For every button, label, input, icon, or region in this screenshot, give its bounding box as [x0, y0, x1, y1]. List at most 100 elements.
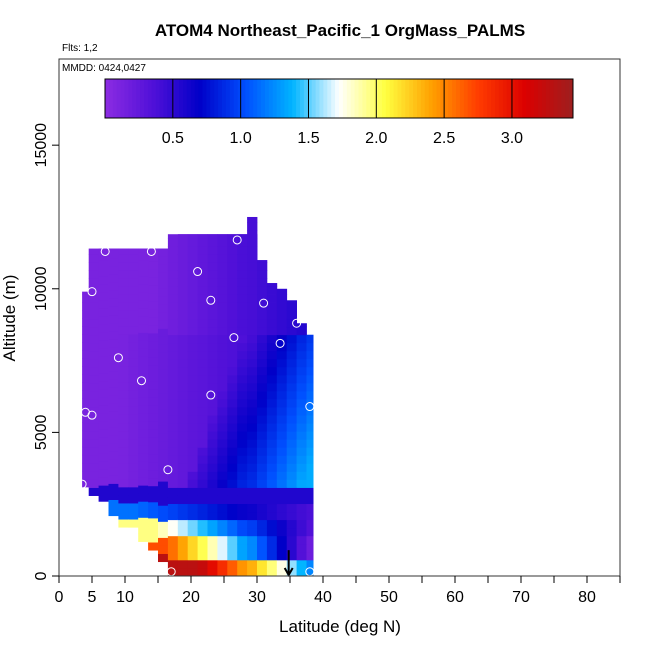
- heatmap-cell: [257, 463, 268, 472]
- heatmap-cell: [306, 551, 314, 561]
- heatmap-cell: [286, 535, 297, 545]
- heatmap-cell: [296, 415, 307, 424]
- plot-frame: [58, 58, 621, 577]
- heatmap-cell: [306, 415, 314, 424]
- heatmap-cell: [266, 567, 278, 577]
- colorbar-segment: [120, 79, 125, 118]
- colorbar-segment: [105, 79, 110, 118]
- heatmap-cell: [247, 527, 258, 537]
- colorbar-segment: [530, 79, 535, 118]
- colorbar-segment: [526, 79, 531, 118]
- heatmap-cell: [257, 447, 268, 456]
- heatmap-cell: [247, 439, 258, 448]
- heatmap-cell: [276, 535, 288, 545]
- colorbar-segment: [175, 79, 180, 118]
- heatmap-cell: [296, 471, 307, 480]
- sample-point: [77, 479, 87, 489]
- colorbar-segment: [549, 79, 554, 118]
- colorbar-segment: [163, 79, 168, 118]
- x-tick-label: 5: [88, 589, 97, 606]
- colorbar-segment: [366, 79, 371, 118]
- colorbar-tick-label: 1.0: [230, 130, 252, 147]
- chart-title: ATOM4 Northeast_Pacific_1 OrgMass_PALMS: [155, 21, 525, 40]
- heatmap-cell: [266, 342, 278, 352]
- colorbar-segment: [479, 79, 484, 118]
- colorbar-segment: [456, 79, 461, 118]
- y-axis: 0 5000 10000 15000: [33, 123, 59, 580]
- heatmap-cell: [276, 439, 288, 448]
- colorbar-segment: [276, 79, 281, 118]
- heatmap-cell: [247, 455, 258, 464]
- colorbar-segment: [335, 79, 340, 118]
- heatmap-cell: [247, 423, 258, 432]
- heatmap-cell: [276, 519, 288, 529]
- colorbar-segment: [210, 79, 215, 118]
- heatmap-cell: [296, 551, 307, 561]
- heatmap-cell: [306, 479, 314, 488]
- heatmap-cell: [257, 471, 268, 480]
- heatmap-cell: [286, 567, 297, 577]
- heatmap-cell: [296, 503, 307, 513]
- colorbar-segment: [510, 79, 515, 118]
- heatmap-cell: [266, 374, 278, 384]
- heatmap-cell: [257, 511, 268, 521]
- heatmap-cell: [276, 374, 288, 384]
- x-tick-label: 80: [578, 589, 596, 606]
- heatmap-cell: [247, 407, 258, 416]
- heatmap-cell: [257, 559, 268, 569]
- heatmap-cell: [296, 519, 307, 529]
- heatmap-cell: [296, 543, 307, 553]
- colorbar-tick-label: 1.5: [297, 130, 319, 147]
- heatmap-cell: [266, 447, 278, 456]
- heatmap-cell: [296, 455, 307, 464]
- colorbar-segment: [405, 79, 410, 118]
- heatmap-cell: [266, 423, 278, 432]
- colorbar-segment: [147, 79, 153, 118]
- heatmap-cell: [266, 479, 278, 488]
- heatmap-cell: [257, 503, 268, 513]
- flights-label: Flts: 1,2: [62, 43, 98, 54]
- heatmap-cell: [257, 439, 268, 448]
- heatmap-cell: [286, 318, 297, 328]
- colorbar-segment: [459, 79, 465, 118]
- heatmap-cell: [296, 423, 307, 432]
- heatmap-cell: [266, 366, 278, 376]
- colorbar-segment: [413, 79, 418, 118]
- colorbar-segment: [233, 79, 239, 118]
- heatmap-cell: [247, 391, 258, 400]
- sample-point: [275, 338, 285, 348]
- x-axis-label: Latitude (deg N): [279, 617, 401, 636]
- heatmap-cell: [257, 350, 268, 360]
- heatmap-cell: [276, 503, 288, 513]
- colorbar-segment: [261, 79, 266, 118]
- colorbar-tick-label: 2.5: [433, 130, 455, 147]
- heatmap-cell: [266, 551, 278, 561]
- heatmap-cell: [306, 342, 314, 352]
- colorbar-tick-label: 3.0: [501, 130, 523, 147]
- colorbar-segment: [183, 79, 188, 118]
- heatmap-cell: [286, 302, 297, 311]
- colorbar-segment: [545, 79, 551, 118]
- colorbar-segment: [389, 79, 395, 118]
- heatmap-cell: [276, 567, 288, 577]
- heatmap-cell: [247, 471, 258, 480]
- heatmap-cell: [266, 495, 278, 505]
- heatmap-cell: [257, 294, 268, 303]
- heatmap-cell: [247, 431, 258, 440]
- heatmap-cell: [286, 447, 297, 456]
- heatmap-cell: [276, 551, 288, 561]
- colorbar-segment: [155, 79, 161, 118]
- heatmap-cell: [276, 318, 288, 328]
- colorbar-segment: [206, 79, 211, 118]
- heatmap-cell: [247, 495, 258, 505]
- heatmap-cell: [306, 471, 314, 480]
- heatmap-cell: [286, 503, 297, 513]
- heatmap-cell: [247, 326, 258, 336]
- colorbar-segment: [186, 79, 192, 118]
- heatmap-cell: [257, 334, 268, 344]
- colorbar-segment: [144, 79, 149, 118]
- heatmap-cell: [266, 519, 278, 529]
- y-tick-label: 0: [33, 571, 50, 580]
- heatmap-cell: [276, 407, 288, 416]
- colorbar-segment: [319, 79, 324, 118]
